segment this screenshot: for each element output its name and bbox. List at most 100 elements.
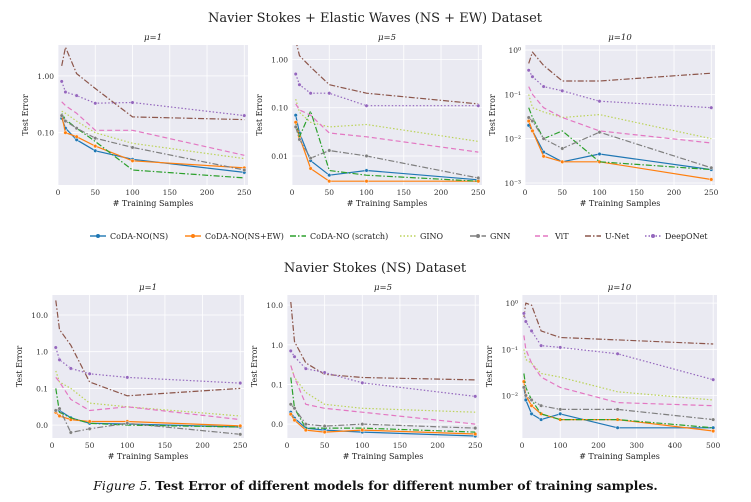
figure-caption: Figure 5. Test Error of different models… — [0, 478, 751, 493]
series-line — [528, 107, 712, 171]
data-point — [522, 311, 526, 316]
x-axis-label: # Training Samples — [108, 452, 189, 461]
x-tick-label: 100 — [359, 188, 374, 197]
y-tick-label: 0.0 — [271, 420, 283, 429]
x-tick-label: 200 — [434, 188, 449, 197]
data-point — [308, 166, 313, 171]
series-group — [526, 51, 714, 182]
data-point — [364, 103, 369, 108]
data-point — [541, 84, 546, 89]
data-point — [288, 412, 293, 417]
x-tick-label: 50 — [557, 188, 567, 197]
legend-marker — [651, 234, 655, 238]
data-point — [539, 343, 544, 348]
y-tick-label: 10⁰ — [505, 299, 518, 308]
data-point — [558, 407, 563, 412]
series-group — [53, 300, 243, 437]
series-line — [296, 45, 479, 105]
legend-item: GNN — [470, 232, 510, 241]
panel-title: μ=1 — [144, 33, 162, 43]
data-point — [130, 158, 135, 163]
series-line — [61, 101, 245, 156]
legend: CoDA-NO(NS) CoDA-NO(NS+EW) CoDA-NO (scratc… — [90, 232, 708, 241]
data-point — [709, 105, 714, 110]
data-point — [292, 406, 297, 411]
panel-title: μ=10 — [608, 33, 632, 43]
series-line — [290, 301, 476, 381]
legend-label: CoDA-NO(NS+EW) — [205, 232, 284, 241]
data-point — [709, 165, 714, 170]
data-point — [74, 134, 79, 139]
series-line — [528, 51, 712, 82]
x-axis-label: # Training Samples — [580, 199, 661, 208]
series-line — [295, 126, 479, 179]
series-line — [528, 86, 712, 144]
data-point — [53, 408, 58, 413]
data-point — [560, 146, 565, 151]
data-point — [476, 103, 481, 108]
y-tick-label: 1.00 — [37, 72, 54, 81]
series-line — [290, 350, 476, 397]
x-tick-label: 250 — [233, 441, 248, 450]
series-line — [528, 94, 712, 140]
data-point — [526, 115, 531, 120]
series-line — [295, 103, 479, 153]
x-tick-label: 100 — [553, 441, 568, 450]
data-point — [526, 68, 531, 73]
x-tick-label: 0 — [285, 441, 290, 450]
series-line — [295, 110, 479, 182]
data-point — [308, 91, 313, 96]
data-point — [130, 145, 135, 150]
y-tick-label: 0.10 — [271, 104, 288, 113]
x-tick-label: 150 — [397, 188, 412, 197]
data-point — [53, 345, 58, 350]
data-point — [130, 100, 135, 105]
data-point — [530, 119, 535, 124]
series-line — [290, 377, 476, 433]
series-line — [61, 110, 245, 160]
x-tick-label: 0 — [50, 441, 55, 450]
plot-area — [522, 295, 717, 438]
data-point — [125, 421, 130, 426]
data-point — [293, 72, 298, 77]
data-point — [293, 113, 298, 118]
legend-marker — [96, 234, 100, 238]
series-line — [290, 365, 476, 413]
data-point — [327, 179, 332, 184]
legend-item: CoDA-NO(NS) — [90, 232, 168, 241]
legend-label: CoDA-NO(NS) — [110, 232, 168, 241]
data-point — [303, 428, 308, 433]
data-point — [523, 393, 528, 398]
x-axis-label: # Training Samples — [343, 452, 424, 461]
data-point — [63, 130, 68, 135]
x-tick-label: 200 — [200, 188, 215, 197]
x-tick-label: 150 — [163, 188, 178, 197]
series-line — [295, 122, 479, 182]
data-point — [68, 366, 73, 371]
data-point — [242, 113, 247, 118]
data-point — [74, 126, 79, 131]
row-title-ns-ew: Navier Stokes + Elastic Waves (NS + EW) … — [208, 11, 543, 26]
x-axis-label: # Training Samples — [113, 199, 194, 208]
data-point — [539, 417, 544, 422]
series-line — [528, 69, 712, 109]
x-tick-label: 0 — [56, 188, 61, 197]
chart-panel: μ=1 0 50 100 150 200 250 0.10 1.00 # Training Sam… — [21, 33, 252, 208]
chart-panel: μ=5 0 50 100 150 200 250 0.01 0.10 1.00 # Training… — [255, 33, 486, 208]
legend-marker — [476, 234, 480, 238]
data-point — [530, 74, 535, 79]
legend-marker — [191, 234, 195, 238]
series-group — [59, 46, 247, 179]
series-line — [295, 99, 479, 142]
y-axis-label: Test Error — [485, 346, 494, 388]
series-line — [61, 46, 245, 121]
x-tick-label: 100 — [592, 188, 607, 197]
x-tick-label: 50 — [85, 441, 95, 450]
data-point — [530, 128, 535, 133]
data-point — [87, 426, 92, 431]
data-point — [238, 423, 243, 428]
data-point — [529, 411, 534, 416]
y-tick-label: 10⁻² — [504, 135, 521, 144]
y-axis-label: Test Error — [488, 94, 497, 136]
